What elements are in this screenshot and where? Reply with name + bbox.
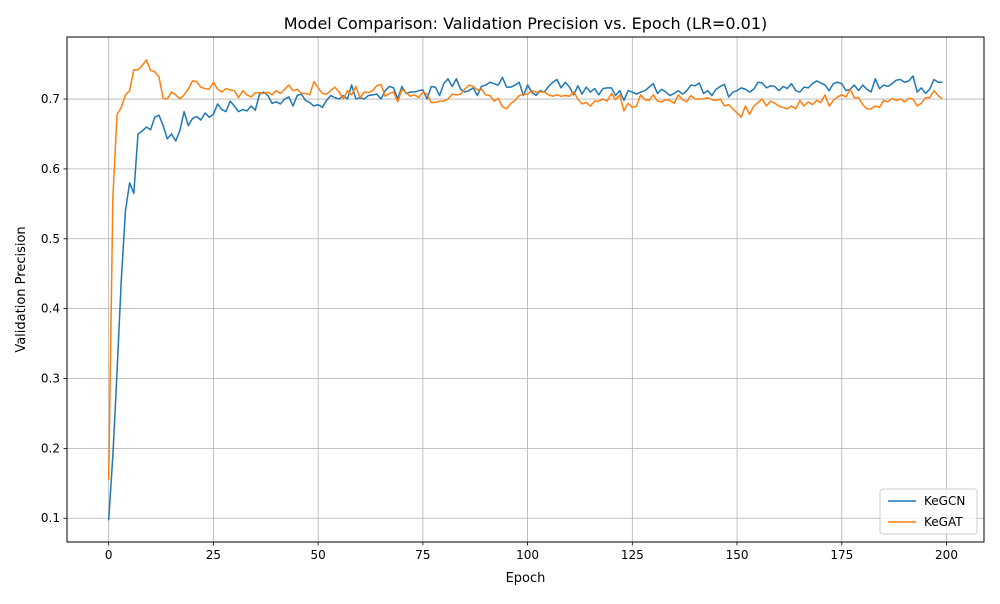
legend-label-kegcn: KeGCN <box>924 494 965 508</box>
y-tick-label: 0.4 <box>41 302 60 316</box>
x-tick-label: 25 <box>206 548 221 562</box>
x-tick-label: 125 <box>621 548 644 562</box>
x-tick-label: 150 <box>726 548 749 562</box>
series-line-kegcn <box>107 75 943 521</box>
y-tick-label: 0.2 <box>41 441 60 455</box>
x-tick-label: 75 <box>415 548 430 562</box>
y-tick-label: 0.1 <box>41 511 60 525</box>
tick-layer: 0 25 50 75 100 125 150 175 200 0.1 0.2 0.3 0.4 0.5 0.6… <box>41 92 958 562</box>
y-tick-label: 0.3 <box>41 372 60 386</box>
legend: KeGCN KeGAT <box>879 488 978 535</box>
x-tick-label: 200 <box>935 548 958 562</box>
grid-layer <box>67 37 984 542</box>
y-tick-label: 0.6 <box>41 162 60 176</box>
series-layer <box>107 59 943 521</box>
y-axis-label: Validation Precision <box>14 226 29 352</box>
y-tick-label: 0.7 <box>41 92 60 106</box>
series-line-kegat <box>107 59 943 480</box>
x-axis-label: Epoch <box>506 571 546 586</box>
x-tick-label: 50 <box>310 548 325 562</box>
x-tick-label: 0 <box>105 548 113 562</box>
x-tick-label: 175 <box>830 548 853 562</box>
chart-title: Model Comparison: Validation Precision v… <box>284 14 768 33</box>
y-tick-label: 0.5 <box>41 232 60 246</box>
legend-label-kegat: KeGAT <box>924 515 963 529</box>
x-tick-label: 100 <box>516 548 539 562</box>
plot-frame <box>66 36 985 543</box>
